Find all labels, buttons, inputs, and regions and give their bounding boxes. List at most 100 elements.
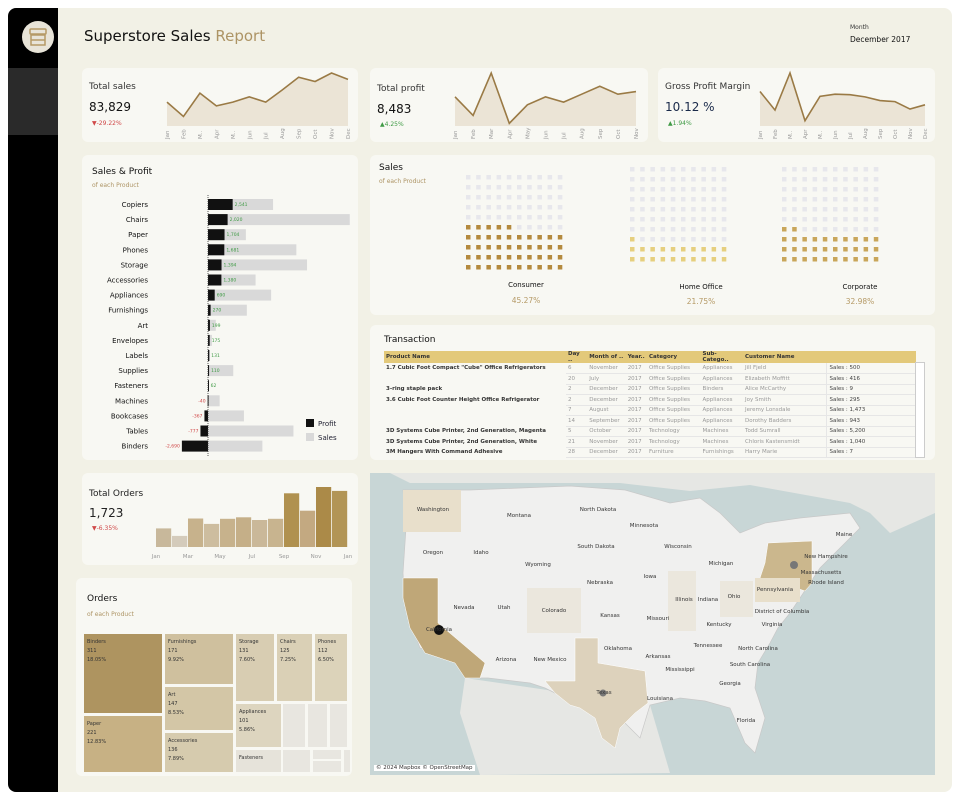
sales-bar[interactable] — [208, 289, 272, 301]
treemap-tile-binders[interactable]: Binders 311 18.05% — [83, 633, 163, 714]
treemap-tile[interactable] — [312, 749, 342, 760]
orders-bar[interactable] — [268, 518, 284, 547]
treemap-tile-fasteners[interactable]: Fasteners — [235, 749, 282, 773]
map-attribution[interactable]: © 2024 Mapbox © OpenStreetMap — [374, 765, 475, 771]
treemap-tile-phones[interactable]: Phones 112 6.50% — [314, 633, 348, 702]
orders-bar[interactable] — [204, 523, 220, 547]
profit-bar[interactable] — [208, 304, 211, 316]
table-row[interactable]: 3D Systems Cube Printer, 2nd Generation,… — [384, 426, 916, 437]
waffle-cell — [547, 265, 553, 270]
sidebar-item-dashboard[interactable] — [8, 68, 58, 135]
column-header[interactable] — [826, 351, 916, 363]
sales-map[interactable]: Washington Montana North Dakota Minnesota Or… — [370, 473, 935, 775]
column-header[interactable]: Month of .. — [587, 351, 626, 363]
treemap-tile-chairs[interactable]: Chairs 125 7.25% — [276, 633, 313, 702]
treemap-tile[interactable] — [282, 703, 306, 748]
table-row[interactable]: 3D Systems Cube Printer, 2nd Generation,… — [384, 436, 916, 448]
column-header[interactable]: Category — [646, 351, 701, 363]
state-ohio[interactable] — [720, 581, 753, 617]
profit-bar[interactable] — [208, 365, 210, 377]
state-colorado[interactable] — [527, 588, 581, 633]
orders-bar[interactable] — [220, 518, 236, 547]
orders-bar[interactable] — [156, 528, 172, 547]
profit-bar[interactable] — [208, 244, 225, 256]
sales-bar[interactable] — [208, 425, 294, 437]
sales-bar[interactable] — [208, 229, 246, 241]
orders-bar[interactable] — [252, 520, 268, 547]
column-header[interactable]: Customer Name — [743, 351, 827, 363]
sales-bar[interactable] — [208, 334, 212, 346]
table-row[interactable]: 1.7 Cubic Foot Compact "Cube" Office Ref… — [384, 363, 916, 374]
column-header[interactable]: Day .. — [566, 351, 588, 363]
treemap-tile[interactable] — [343, 749, 351, 773]
treemap-tile-appliances[interactable]: Appliances 101 5.86% — [235, 703, 282, 748]
profit-bar[interactable] — [208, 319, 210, 331]
waffle-cell — [640, 177, 645, 182]
table-row[interactable]: 3-ring staple pack 2 December 2017 Office Su… — [384, 384, 916, 395]
table-scrollbar[interactable] — [915, 362, 925, 458]
state-washington[interactable] — [403, 490, 461, 532]
profit-bar[interactable] — [208, 289, 215, 301]
profit-bar[interactable] — [207, 395, 209, 407]
state-pennsylvania[interactable] — [755, 578, 800, 602]
profit-bar[interactable] — [208, 214, 228, 226]
waffle-cell — [660, 247, 666, 252]
state-texas[interactable] — [544, 637, 649, 749]
state-california[interactable] — [402, 577, 486, 679]
profit-bar[interactable] — [208, 199, 233, 210]
profit-bar[interactable] — [181, 440, 208, 452]
profit-bar[interactable] — [204, 410, 208, 422]
treemap-tile[interactable] — [329, 703, 348, 748]
state-illinois[interactable] — [668, 571, 696, 631]
sales-bar[interactable] — [208, 319, 216, 331]
orders-bar[interactable] — [284, 493, 300, 547]
orders-bar[interactable] — [172, 535, 188, 547]
profit-bar[interactable] — [208, 380, 209, 392]
month-filter[interactable]: December 2017 — [850, 35, 911, 44]
orders-bar[interactable] — [236, 517, 252, 547]
sales-bar[interactable] — [208, 274, 256, 286]
storefront-icon[interactable] — [22, 21, 54, 53]
profit-bar[interactable] — [208, 229, 225, 241]
sales-bar[interactable] — [208, 410, 244, 422]
table-row[interactable]: 20 July 2017 Office Supplies Appliances Eliza… — [384, 373, 916, 385]
table-row[interactable]: 7 August 2017 Office Supplies Appliances Jere… — [384, 405, 916, 416]
column-header[interactable]: Year.. — [625, 351, 647, 363]
treemap-tile-storage[interactable]: Storage 131 7.60% — [235, 633, 275, 702]
sales-bar[interactable] — [208, 365, 234, 377]
sales-bar[interactable] — [208, 440, 263, 452]
orders-bar[interactable] — [188, 518, 204, 548]
sales-bar[interactable] — [208, 304, 247, 316]
treemap-tile[interactable] — [282, 749, 311, 773]
table-row[interactable]: 3M Hangers With Command Adhesive 28 Decemb… — [384, 447, 916, 458]
sales-point-new-york[interactable] — [790, 561, 798, 569]
profit-bar[interactable] — [208, 334, 210, 346]
sales-bar[interactable] — [208, 259, 308, 271]
waffle-cell — [476, 255, 481, 260]
profit-bar[interactable] — [208, 350, 210, 361]
column-header[interactable]: Product Name — [384, 351, 567, 363]
treemap-tile-art[interactable]: Art 147 8.53% — [164, 686, 234, 731]
orders-bar[interactable] — [316, 487, 332, 547]
sales-point-texas[interactable] — [599, 689, 607, 697]
sales-bar[interactable] — [208, 214, 350, 226]
profit-bar[interactable] — [208, 259, 222, 271]
treemap-tile-accessories[interactable]: Accessories 136 7.89% — [164, 732, 234, 773]
sales-bar[interactable] — [208, 244, 297, 256]
column-header[interactable]: Sub-Catego.. — [700, 351, 744, 363]
treemap-tile-furnishings[interactable]: Furnishings 171 9.92% — [164, 633, 234, 685]
sales-bar[interactable] — [208, 199, 274, 210]
sales-bar[interactable] — [208, 395, 220, 407]
treemap-tile[interactable] — [312, 760, 342, 773]
month-tick: Dec — [923, 128, 929, 139]
state-label: Mississippi — [665, 667, 695, 673]
treemap-tile[interactable] — [307, 703, 328, 748]
orders-bar[interactable] — [300, 510, 316, 547]
table-row[interactable]: 3.6 Cubic Foot Counter Height Office Ref… — [384, 394, 916, 406]
profit-bar[interactable] — [200, 425, 208, 437]
sales-point-california[interactable] — [434, 625, 444, 635]
orders-bar[interactable] — [332, 490, 348, 547]
table-row[interactable]: 14 September 2017 Office Supplies Appliances… — [384, 415, 916, 427]
profit-bar[interactable] — [208, 274, 222, 286]
treemap-tile-paper[interactable]: Paper 221 12.83% — [83, 715, 163, 773]
